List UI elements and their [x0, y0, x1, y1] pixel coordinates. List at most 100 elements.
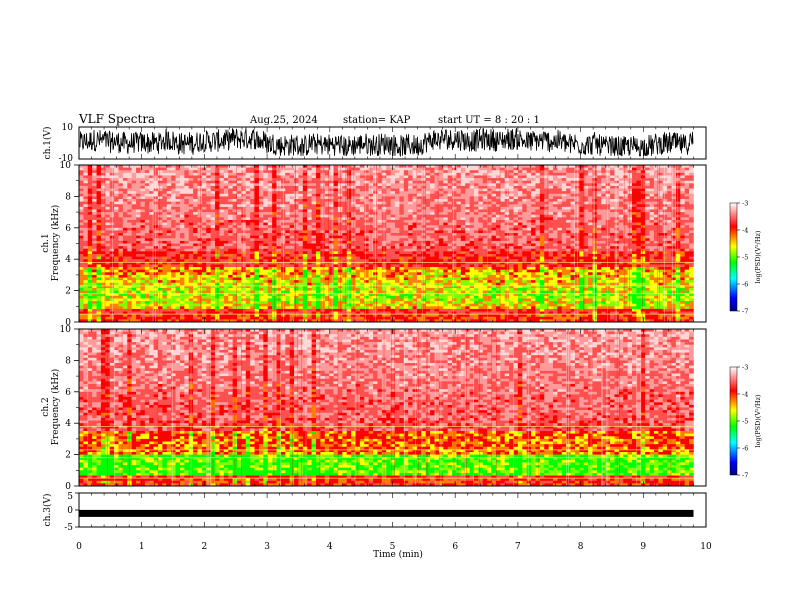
spectrogram-cell: [127, 316, 132, 320]
spectrogram-cell: [153, 267, 159, 270]
spectrogram-cell: [162, 204, 168, 208]
spectrogram-cell: [228, 199, 233, 202]
spectrogram-cell: [285, 319, 290, 323]
spectrogram-cell: [320, 196, 326, 200]
spectrogram-cell: [114, 227, 119, 231]
spectrogram-cell: [346, 280, 352, 284]
spectrogram-cell: [316, 165, 321, 168]
spectrogram-cell: [412, 287, 418, 291]
spectrogram-cell: [351, 246, 356, 250]
spectrogram-cell: [254, 308, 260, 312]
spectrogram-cell: [237, 235, 242, 239]
spectrogram-cell: [136, 183, 141, 187]
spectrogram-cell: [149, 269, 154, 273]
spectrogram-cell: [324, 253, 330, 257]
spectrogram-cell: [79, 261, 84, 265]
spectrogram-cell: [364, 219, 369, 223]
spectrogram-cell: [425, 287, 431, 291]
spectrogram-cell: [92, 240, 97, 244]
spectrogram-cell: [434, 185, 440, 189]
spectrogram-cell: [258, 222, 264, 226]
spectrogram-cell: [272, 274, 277, 278]
spectrogram-cell: [158, 175, 163, 179]
spectrogram-cell: [197, 227, 203, 231]
spectrogram-cell: [364, 212, 369, 216]
spectrogram-cell: [346, 295, 352, 299]
spectrogram-cell: [87, 301, 93, 304]
spectrogram-cell: [359, 251, 365, 255]
spectrogram-cell: [144, 188, 150, 192]
spectrogram-cell: [188, 170, 194, 174]
spectrogram-cell: [215, 311, 220, 315]
spectrogram-cell: [425, 306, 431, 310]
spectrogram-cell: [285, 206, 290, 210]
spectrogram-cell: [215, 316, 220, 320]
spectrogram-cell: [342, 256, 348, 260]
spectrogram-cell: [351, 180, 356, 184]
spectrogram-cell: [342, 222, 348, 226]
spectrogram-cell: [329, 206, 334, 210]
spectrogram-cell: [307, 314, 312, 318]
spectrogram-cell: [131, 287, 137, 291]
station-label: station= KAP: [343, 115, 411, 126]
spectrogram-cell: [430, 314, 435, 318]
spectrogram-cell: [219, 274, 225, 278]
spectrogram-cell: [228, 251, 233, 255]
spectrogram-cell: [324, 269, 330, 273]
spectrogram-cell: [408, 183, 413, 187]
spectrogram-cell: [320, 243, 326, 247]
spectrogram-cell: [210, 217, 216, 221]
spectrogram-cell: [311, 199, 317, 202]
spectrogram-cell: [87, 227, 93, 231]
spectrogram-cell: [153, 319, 159, 323]
spectrogram-cell: [197, 274, 203, 278]
spectrogram-cell: [403, 253, 409, 257]
spectrogram-cell: [359, 319, 365, 323]
spectrogram-cell: [298, 214, 304, 218]
spectrogram-cell: [140, 209, 146, 213]
spectrogram-cell: [307, 178, 312, 181]
spectrogram-cell: [96, 311, 102, 315]
spectrogram-cell: [144, 167, 150, 171]
spectrogram-cell: [342, 225, 348, 229]
spectrogram-cell: [96, 243, 102, 247]
spectrogram-cell: [162, 222, 168, 226]
spectrogram-cell: [158, 282, 163, 286]
spectrogram-cell: [166, 251, 172, 255]
spectrogram-cell: [223, 235, 229, 239]
spectrogram-cell: [179, 267, 185, 270]
spectrogram-cell: [386, 293, 391, 297]
spectrogram-cell: [105, 316, 111, 320]
spectrogram-cell: [237, 248, 242, 252]
spectrogram-cell: [272, 225, 277, 229]
spectrogram-cell: [237, 314, 242, 318]
spectrogram-cell: [403, 172, 409, 176]
spectrogram-cell: [333, 175, 339, 179]
spectrogram-cell: [421, 248, 427, 252]
spectrogram-cell: [263, 246, 269, 250]
spectrogram-cell: [158, 209, 163, 213]
spectrogram-cell: [83, 269, 89, 273]
spectrogram-cell: [175, 261, 181, 265]
spectrogram-cell: [100, 180, 106, 184]
spectrogram-cell: [434, 253, 440, 257]
spectrogram-cell: [254, 272, 260, 276]
spectrogram-cell: [438, 209, 444, 213]
spectrogram-cell: [364, 264, 369, 268]
spectrogram-cell: [438, 178, 444, 181]
spectrogram-cell: [122, 295, 128, 299]
spectrogram-cell: [83, 214, 89, 218]
spectrogram-cell: [434, 314, 440, 318]
spectrogram-cell: [390, 204, 396, 208]
spectrogram-cell: [188, 261, 194, 265]
spectrogram-cell: [166, 172, 172, 176]
spectrogram-cell: [294, 201, 299, 205]
spectrogram-cell: [412, 316, 418, 320]
spectrogram-cell: [127, 204, 132, 208]
spectrogram-cell: [219, 233, 225, 236]
spectrogram-cell: [364, 256, 369, 260]
spectrogram-cell: [342, 227, 348, 231]
spectrogram-cell: [351, 233, 356, 236]
spectrogram-cell: [416, 175, 422, 179]
spectrogram-cell: [346, 222, 352, 226]
